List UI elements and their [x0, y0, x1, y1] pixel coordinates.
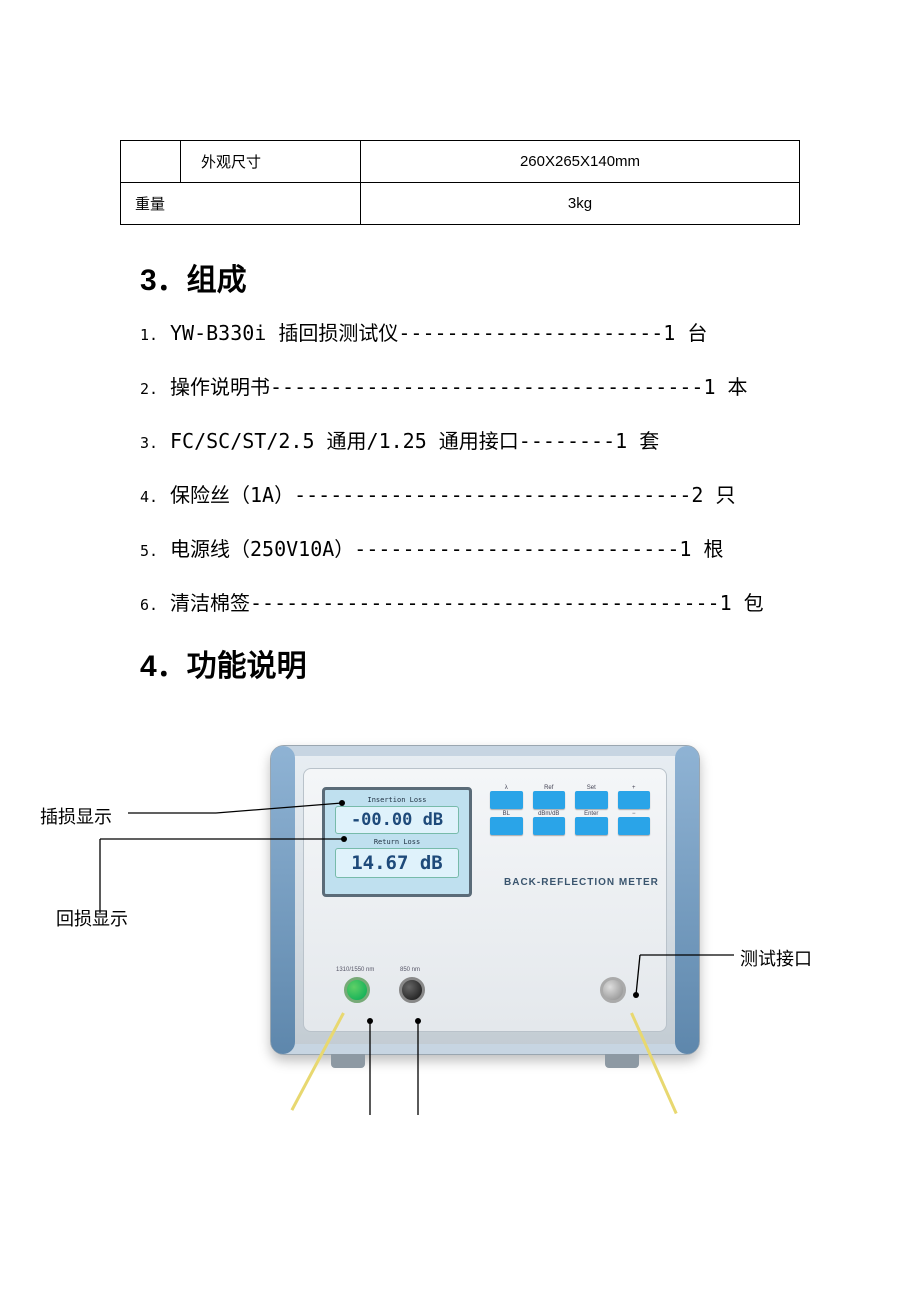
spec-table: 外观尺寸 260X265X140mm 重量 3kg — [120, 140, 800, 225]
lcd-screen: Insertion Loss -00.00 dB Return Loss 14.… — [322, 787, 472, 897]
key-button — [618, 817, 651, 835]
key-button — [490, 817, 523, 835]
list-item: 5.电源线（250V10A）--------------------------… — [140, 533, 880, 565]
port-2 — [399, 977, 425, 1003]
key-button — [575, 791, 608, 809]
list-item: 1.YW-B330i 插回损测试仪----------------------1… — [140, 317, 880, 349]
components-list: 1.YW-B330i 插回损测试仪----------------------1… — [140, 317, 880, 619]
keypad: λ Ref Set + BL dBm/dB Enter − — [490, 791, 650, 835]
port-3-test — [600, 977, 626, 1003]
device-diagram: 插损显示 回损显示 测试接口 Insertion Loss -00.00 dB … — [40, 705, 880, 1125]
port-label-mid: 850 nm — [400, 967, 420, 973]
spec-label: 重量 — [121, 183, 361, 225]
key-button — [618, 791, 651, 809]
spec-label: 外观尺寸 — [181, 141, 361, 183]
lcd-insertion-value: -00.00 dB — [335, 806, 459, 834]
callout-insertion-loss: 插损显示 — [40, 803, 112, 829]
key-button — [533, 817, 566, 835]
list-item: 6.清洁棉签----------------------------------… — [140, 587, 880, 619]
table-row: 外观尺寸 260X265X140mm — [121, 141, 800, 183]
callout-test-port: 测试接口 — [740, 945, 812, 971]
table-row: 重量 3kg — [121, 183, 800, 225]
key-button — [575, 817, 608, 835]
device-side-right — [675, 746, 699, 1054]
key-button — [533, 791, 566, 809]
lcd-top-label: Insertion Loss — [329, 796, 465, 804]
lcd-bottom-label: Return Loss — [329, 838, 465, 846]
device-side-left — [271, 746, 295, 1054]
blank-cell — [121, 141, 181, 183]
port-label-left: 1310/1550 nm — [336, 967, 374, 973]
device-foot — [605, 1054, 639, 1068]
callout-return-loss: 回损显示 — [56, 905, 128, 931]
port-1 — [344, 977, 370, 1003]
section-heading-3: 3．组成 — [140, 255, 880, 299]
device-body: Insertion Loss -00.00 dB Return Loss 14.… — [270, 745, 700, 1055]
section-heading-4: 4．功能说明 — [140, 641, 880, 685]
lcd-return-value: 14.67 dB — [335, 848, 459, 878]
list-item: 4.保险丝（1A）-------------------------------… — [140, 479, 880, 511]
spec-value: 3kg — [361, 183, 800, 225]
list-item: 2.操作说明书---------------------------------… — [140, 371, 880, 403]
spec-value: 260X265X140mm — [361, 141, 800, 183]
device-foot — [331, 1054, 365, 1068]
key-button — [490, 791, 523, 809]
device-front-panel: Insertion Loss -00.00 dB Return Loss 14.… — [303, 768, 667, 1032]
device-brand-text: BACK-REFLECTION METER — [504, 877, 659, 888]
list-item: 3.FC/SC/ST/2.5 通用/1.25 通用接口--------1 套 — [140, 425, 880, 457]
